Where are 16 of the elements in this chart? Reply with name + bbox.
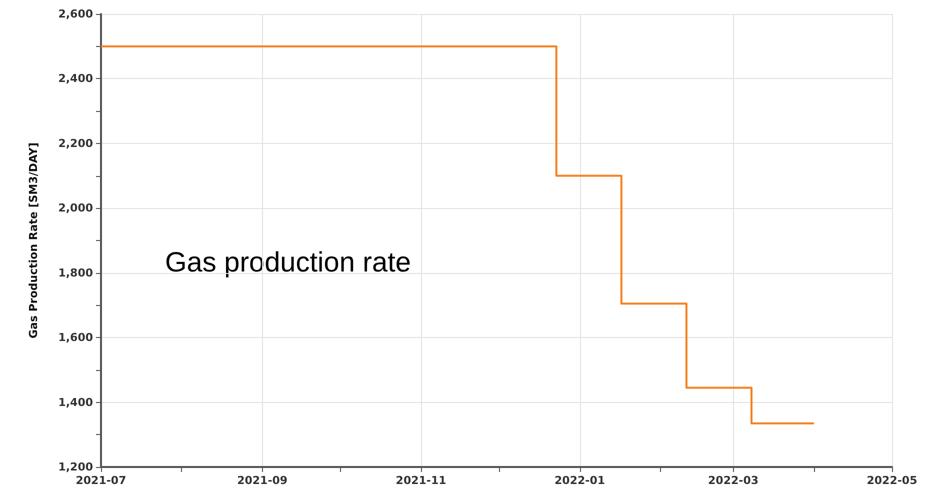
y-tick-label: 2,600 bbox=[58, 8, 94, 20]
y-tick-label: 2,000 bbox=[58, 202, 94, 215]
x-tick-label: 2021-11 bbox=[396, 474, 446, 487]
x-tick-label: 2021-07 bbox=[76, 474, 126, 487]
y-axis-title: Gas Production Rate [SM3/DAY] bbox=[27, 142, 40, 338]
y-tick-label: 1,800 bbox=[58, 266, 94, 280]
x-tick-label: 2022-03 bbox=[708, 474, 759, 487]
annotation: Gas production rate bbox=[165, 246, 411, 278]
x-tick-label: 2021-09 bbox=[237, 474, 288, 487]
y-tick-label: 1,600 bbox=[58, 331, 94, 344]
y-tick-label: 2,400 bbox=[58, 72, 94, 86]
x-tick-label: 2022-05 bbox=[866, 474, 918, 487]
x-tick-label: 2022-01 bbox=[554, 474, 606, 487]
y-tick-label: 1,400 bbox=[58, 396, 94, 409]
y-tick-label: 1,200 bbox=[58, 460, 94, 474]
y-tick-label: 2,200 bbox=[58, 136, 94, 150]
